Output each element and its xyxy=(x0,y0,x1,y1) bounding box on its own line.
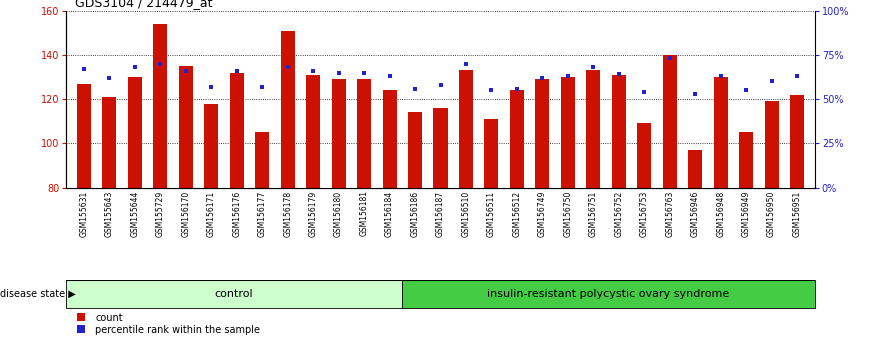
Bar xyxy=(561,77,575,188)
Text: GSM156750: GSM156750 xyxy=(563,190,573,237)
Bar xyxy=(790,95,804,188)
Text: GSM156763: GSM156763 xyxy=(665,190,674,237)
Text: GSM156752: GSM156752 xyxy=(614,190,623,236)
Bar xyxy=(128,77,142,188)
Text: GSM156751: GSM156751 xyxy=(589,190,598,236)
Bar xyxy=(306,75,320,188)
Bar xyxy=(739,132,753,188)
Text: GSM156179: GSM156179 xyxy=(308,190,318,236)
Text: GSM155729: GSM155729 xyxy=(156,190,165,236)
Bar xyxy=(510,90,524,188)
Bar xyxy=(357,79,371,188)
Bar xyxy=(485,119,499,188)
Bar xyxy=(408,113,422,188)
Bar xyxy=(153,24,167,188)
Text: GSM156949: GSM156949 xyxy=(742,190,751,237)
Text: insulin-resistant polycystic ovary syndrome: insulin-resistant polycystic ovary syndr… xyxy=(487,289,729,299)
Bar xyxy=(765,101,779,188)
Text: disease state ▶: disease state ▶ xyxy=(0,289,76,299)
Bar xyxy=(459,70,473,188)
Text: GSM155644: GSM155644 xyxy=(130,190,139,237)
Text: GSM155631: GSM155631 xyxy=(79,190,88,236)
Bar xyxy=(611,75,626,188)
Text: GSM156950: GSM156950 xyxy=(767,190,776,237)
Bar xyxy=(102,97,116,188)
Bar xyxy=(536,79,550,188)
Text: GSM156951: GSM156951 xyxy=(793,190,802,236)
Bar xyxy=(637,124,651,188)
Text: GSM156177: GSM156177 xyxy=(258,190,267,236)
Text: GSM156510: GSM156510 xyxy=(462,190,470,236)
Text: GSM156176: GSM156176 xyxy=(233,190,241,236)
Text: GSM156184: GSM156184 xyxy=(385,190,394,236)
Bar xyxy=(230,73,244,188)
Bar xyxy=(714,77,728,188)
Bar xyxy=(255,132,270,188)
Bar xyxy=(77,84,91,188)
Text: GSM156181: GSM156181 xyxy=(359,190,368,236)
Bar xyxy=(402,280,815,308)
Text: control: control xyxy=(215,289,253,299)
Text: GSM156170: GSM156170 xyxy=(181,190,190,236)
Text: GSM156171: GSM156171 xyxy=(207,190,216,236)
Bar xyxy=(587,70,600,188)
Text: GSM156178: GSM156178 xyxy=(283,190,292,236)
Bar xyxy=(688,150,702,188)
Legend: count, percentile rank within the sample: count, percentile rank within the sample xyxy=(71,313,260,335)
Text: GSM156749: GSM156749 xyxy=(538,190,547,237)
Bar xyxy=(382,90,396,188)
Text: GSM156948: GSM156948 xyxy=(716,190,725,236)
Text: GSM156187: GSM156187 xyxy=(436,190,445,236)
Text: GSM156186: GSM156186 xyxy=(411,190,419,236)
Bar xyxy=(331,79,345,188)
Bar xyxy=(433,108,448,188)
Bar xyxy=(204,104,218,188)
Text: GSM156180: GSM156180 xyxy=(334,190,343,236)
Text: GSM156946: GSM156946 xyxy=(691,190,700,237)
Text: GSM156753: GSM156753 xyxy=(640,190,648,237)
Text: GDS3104 / 214479_at: GDS3104 / 214479_at xyxy=(75,0,212,9)
Bar xyxy=(179,66,193,188)
Text: GSM156512: GSM156512 xyxy=(513,190,522,236)
Bar xyxy=(281,30,294,188)
Bar xyxy=(66,280,402,308)
Text: GSM156511: GSM156511 xyxy=(487,190,496,236)
Bar xyxy=(663,55,677,188)
Text: GSM155643: GSM155643 xyxy=(105,190,114,237)
